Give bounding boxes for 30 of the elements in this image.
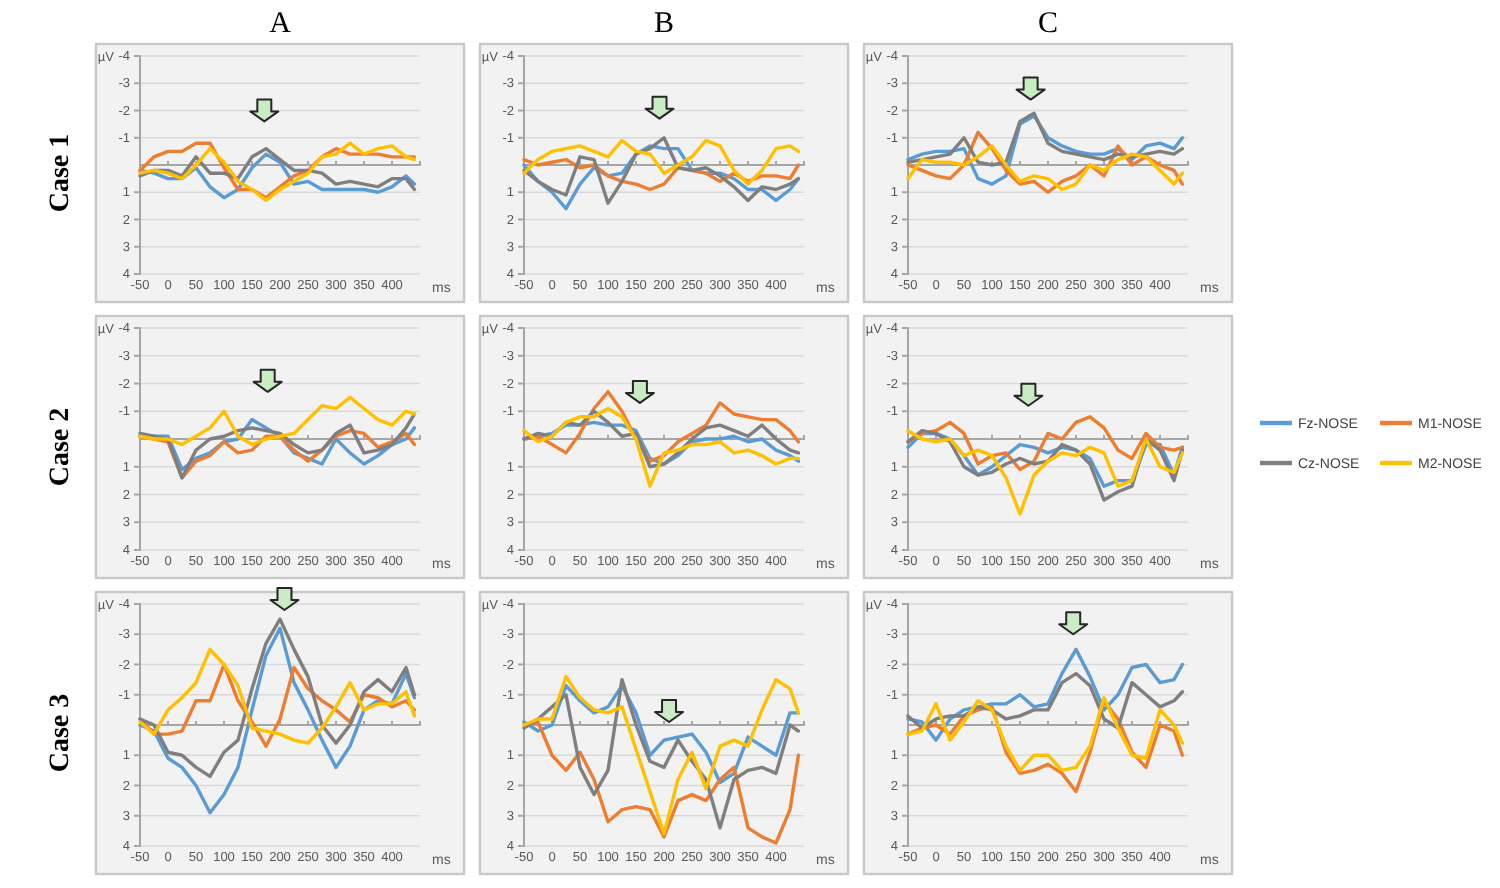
line-series (522, 683, 801, 785)
line-series (138, 626, 417, 815)
line-series (522, 406, 801, 488)
line-series (906, 415, 1185, 472)
line-series (522, 138, 801, 186)
line-series (522, 157, 801, 192)
line-series (522, 409, 801, 469)
text: Case 3 (46, 693, 76, 773)
line-series (906, 114, 1185, 186)
line-series (522, 390, 801, 463)
line-series (906, 699, 1185, 794)
line-series (906, 428, 1185, 516)
line-series (906, 130, 1185, 194)
line-series (138, 146, 417, 192)
line-series (906, 144, 1185, 192)
line-series (138, 647, 417, 745)
chart-title: C (1037, 8, 1059, 40)
text: Case 1 (46, 133, 76, 213)
line-series (138, 152, 417, 200)
line-series (906, 671, 1185, 730)
line-series (906, 428, 1185, 502)
chart-title: A (269, 8, 292, 40)
line-series (138, 395, 417, 447)
line-series (138, 662, 417, 748)
chart-title: B (653, 8, 675, 40)
line-series (906, 647, 1185, 742)
line-series (906, 696, 1185, 773)
line-series (906, 111, 1185, 167)
line-series (138, 617, 417, 779)
text: Case 2 (46, 407, 76, 487)
